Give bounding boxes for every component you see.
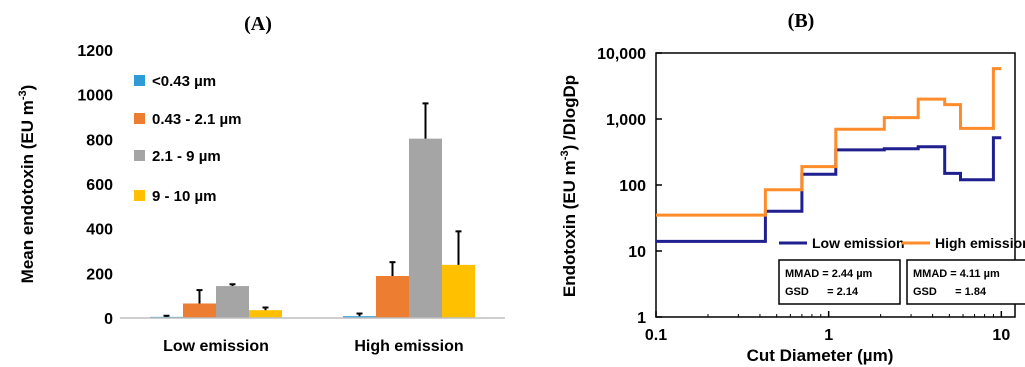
- legend-swatch: [134, 190, 145, 201]
- annotation-mmad: MMAD = 4.11 µm: [913, 268, 1000, 280]
- panel-b-x-tick-label: 0.1: [645, 327, 667, 344]
- panel-b-x-tick-label: 10: [992, 327, 1010, 344]
- panel-a-error-bars: [163, 102, 462, 317]
- bar: [442, 264, 475, 318]
- bar: [249, 310, 282, 318]
- panel-a-label: (A): [244, 13, 272, 35]
- annotation-gsd: GSD = 1.84: [913, 286, 987, 298]
- panel-b-annotations: MMAD = 2.44 µm GSD = 2.14 MMAD = 4.11 µm GS…: [778, 259, 1025, 305]
- bar: [183, 303, 216, 318]
- legend-label: 9 - 10 µm: [152, 188, 217, 205]
- panel-a-y-tick-label: 600: [86, 177, 113, 194]
- panel-a-y-tick-label: 400: [86, 222, 113, 239]
- panel-a-y-ticks: 0 200 400 600 800 1000 1200: [77, 43, 113, 328]
- panel-b-y-tick-label: 100: [619, 178, 646, 195]
- annotation-box: [778, 259, 901, 305]
- high-emission-line: [656, 67, 1002, 217]
- panel-a-x-category-label: Low emission: [163, 338, 269, 355]
- panel-b-y-tick-label: 1,000: [606, 112, 646, 129]
- panel-b-x-axis-label: Cut Diameter (µm): [747, 346, 894, 365]
- panel-a-x-categories: Low emission High emission: [163, 338, 464, 355]
- annotation-gsd: GSD = 2.14: [785, 286, 859, 298]
- panel-a-y-axis-label: Mean endotoxin (EU m-3): [17, 85, 37, 284]
- legend-label: 2.1 - 9 µm: [152, 148, 221, 165]
- panel-b-y-tick-label: 10: [628, 244, 646, 261]
- bar: [376, 276, 409, 318]
- bar: [409, 138, 442, 318]
- legend-swatch: [134, 75, 145, 86]
- panel-a: (A) 0 200 400 600 800 1000 1200 Low emission Hi…: [17, 13, 505, 355]
- panel-b-x-tick-label: 1: [824, 327, 833, 344]
- panel-b-y-axis-label: Endotoxin (EU m-3) /DlogDp: [559, 75, 579, 297]
- panel-b-y-tick-label: 10,000: [597, 46, 646, 63]
- panel-b-label: (B): [788, 10, 815, 32]
- panel-a-y-tick-label: 1200: [77, 43, 113, 60]
- panel-a-y-tick-label: 800: [86, 132, 113, 149]
- panel-a-y-tick-label: 0: [104, 311, 113, 328]
- low-emission-line: [656, 136, 1002, 243]
- panel-a-y-tick-label: 200: [86, 266, 113, 283]
- bar: [343, 316, 376, 318]
- panel-b-legend: Low emission High emission: [779, 235, 1025, 251]
- annotation-box: [906, 259, 1025, 305]
- legend-label: Low emission: [812, 235, 905, 251]
- legend-swatch: [134, 113, 145, 124]
- panel-a-x-category-label: High emission: [354, 338, 463, 355]
- annotation-mmad: MMAD = 2.44 µm: [785, 268, 873, 280]
- legend-label: High emission: [935, 235, 1025, 251]
- panel-b-series-lines: [656, 67, 1002, 243]
- panel-a-y-tick-label: 1000: [77, 88, 113, 105]
- bar: [216, 286, 249, 318]
- panel-a-bars: [150, 138, 475, 318]
- legend-label: 0.43 - 2.1 µm: [152, 111, 242, 128]
- legend-swatch: [134, 150, 145, 161]
- legend-label: <0.43 µm: [152, 73, 216, 90]
- panel-b-y-tick-label: 1: [637, 310, 646, 327]
- panel-a-legend: <0.43 µm 0.43 - 2.1 µm 2.1 - 9 µm 9 - 10 µm: [134, 73, 242, 205]
